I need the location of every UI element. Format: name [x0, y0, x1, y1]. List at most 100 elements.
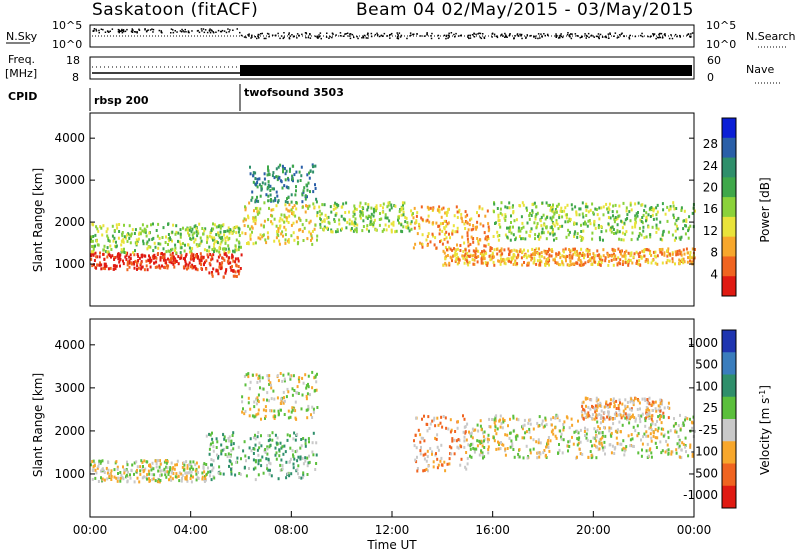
nsky-point: [229, 29, 231, 31]
nsky-point: [170, 28, 173, 30]
nsky-point: [570, 33, 572, 35]
nsky-point: [279, 37, 281, 40]
nsky-point: [283, 32, 285, 34]
nsky-point: [397, 34, 399, 36]
nsky-point: [652, 34, 655, 36]
nsky-point: [172, 29, 174, 31]
nsky-point: [145, 30, 148, 33]
nsky-point: [671, 37, 674, 40]
velocity-colorbar-cell: [722, 330, 736, 353]
nsky-point: [147, 29, 149, 31]
freq-unit: [MHz]: [5, 67, 37, 80]
power-ytick-label: 1000: [54, 257, 85, 271]
nsky-point: [98, 31, 100, 34]
nsky-point: [396, 32, 398, 34]
nsky-point: [158, 29, 161, 32]
nsky-point: [131, 30, 133, 32]
nsky-point: [217, 29, 220, 32]
nsky-point: [309, 33, 311, 35]
nsky-point: [579, 36, 581, 39]
velocity-colorbar-cell: [722, 463, 736, 487]
nsky-point: [331, 32, 334, 34]
nsky-point: [184, 28, 186, 31]
nsky-point: [676, 35, 678, 38]
nsky-point: [174, 30, 176, 32]
nsky-point: [92, 30, 94, 32]
velocity-colorbar-tick: 1000: [687, 336, 718, 350]
nsky-point: [605, 36, 607, 39]
nsky-point: [397, 37, 400, 40]
nsky-point: [220, 30, 223, 33]
nsky-point: [254, 36, 256, 38]
nsky-point: [500, 34, 502, 36]
nsky-point: [475, 33, 477, 36]
nsky-point: [658, 33, 660, 36]
nsky-point: [663, 33, 666, 36]
nsky-point: [349, 33, 351, 35]
nsky-point: [183, 31, 185, 33]
nsky-point: [584, 33, 586, 35]
nsky-point: [332, 33, 334, 35]
velocity-band-5: [468, 413, 696, 460]
nsky-point: [570, 37, 573, 40]
velocity-xlabel: Time UT: [366, 538, 417, 552]
nsky-point: [132, 29, 134, 31]
nsky-point: [256, 37, 258, 40]
nsky-point: [349, 33, 352, 35]
nsky-point: [445, 37, 447, 40]
nsky-point: [491, 32, 494, 35]
nsky-point: [686, 34, 689, 36]
nsky-point: [187, 30, 190, 32]
nsky-point: [118, 31, 120, 34]
nsky-point: [121, 31, 124, 34]
nsky-point: [639, 34, 642, 37]
nsky-point: [585, 34, 587, 37]
nsky-point: [380, 34, 383, 37]
nsky-point: [161, 31, 163, 34]
nsky-point: [268, 33, 270, 35]
nsky-point: [266, 32, 269, 35]
nsky-point: [257, 35, 259, 38]
nsky-point: [131, 28, 133, 30]
nsky-point: [227, 28, 229, 30]
nsky-point: [543, 33, 545, 35]
nsky-point: [623, 35, 625, 38]
nsky-point: [533, 36, 535, 38]
nsky-point: [571, 33, 573, 35]
velocity-xtick-label: 00:00: [677, 523, 712, 537]
power-heatmap: [90, 163, 696, 279]
nsky-point: [117, 28, 120, 31]
nsky-point: [598, 36, 600, 39]
nsky-point: [389, 34, 391, 36]
nsky-point: [547, 34, 549, 37]
nsky-point: [288, 37, 291, 40]
nsky-point: [430, 37, 433, 40]
nsky-label: N.Sky: [6, 30, 38, 43]
nsky-point: [200, 28, 203, 30]
nsky-point: [469, 34, 471, 37]
nsky-point: [479, 36, 482, 39]
nsky-point: [664, 34, 666, 37]
nsky-point: [467, 36, 469, 38]
nsky-point: [616, 37, 619, 39]
nsky-point: [138, 28, 140, 31]
nsky-point: [506, 36, 508, 38]
nsky-point: [516, 34, 519, 36]
nsky-point: [526, 34, 528, 36]
nsky-point: [348, 35, 350, 37]
nsky-point: [516, 33, 519, 35]
nsky-point: [598, 37, 600, 40]
velocity-colorbar-tick: -1000: [683, 488, 718, 502]
nsky-point: [413, 33, 415, 35]
power-band-9: [493, 201, 696, 242]
nsky-point: [239, 31, 241, 34]
nsky-point: [396, 37, 399, 39]
nsky-point: [126, 28, 128, 31]
nsky-point: [400, 34, 403, 37]
nsky-point: [172, 31, 175, 34]
nsky-point: [496, 36, 499, 39]
velocity-band-6: [580, 396, 671, 421]
nsky-point: [221, 29, 224, 32]
nsky-point: [181, 28, 183, 31]
